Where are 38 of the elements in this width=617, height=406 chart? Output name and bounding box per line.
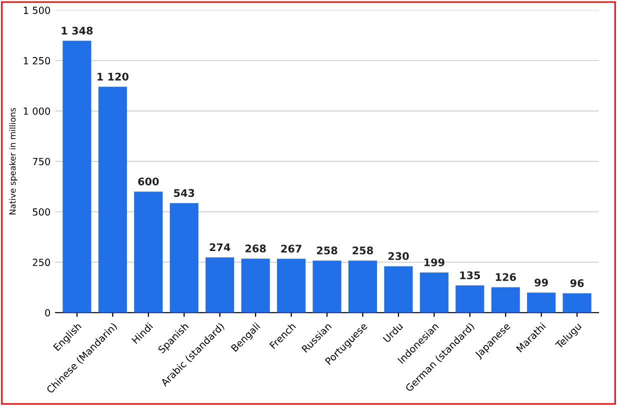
data-label: 96 bbox=[570, 279, 584, 288]
bar bbox=[134, 192, 163, 313]
data-label: 1 348 bbox=[62, 26, 93, 35]
y-axis-title: Native speaker in millions bbox=[9, 108, 18, 214]
data-label: 267 bbox=[281, 244, 302, 253]
bar bbox=[384, 266, 413, 313]
y-tick-label: 500 bbox=[32, 208, 50, 216]
y-tick-label: 1 000 bbox=[24, 107, 50, 115]
data-label: 600 bbox=[138, 178, 159, 186]
y-tick-label: 750 bbox=[32, 158, 50, 166]
data-label: 543 bbox=[174, 189, 194, 197]
bar bbox=[312, 260, 342, 313]
data-label: 99 bbox=[534, 278, 548, 286]
bar bbox=[62, 40, 92, 313]
data-label: 230 bbox=[388, 252, 409, 260]
bar bbox=[277, 258, 306, 313]
y-tick-label: 1 250 bbox=[24, 57, 50, 64]
data-label: 258 bbox=[352, 246, 373, 254]
bar bbox=[562, 293, 592, 313]
data-label: 1 120 bbox=[98, 72, 128, 81]
data-label: 274 bbox=[210, 243, 230, 252]
bar bbox=[527, 292, 556, 313]
bar bbox=[98, 86, 127, 313]
y-tick-label: 1 500 bbox=[24, 6, 50, 14]
bar bbox=[348, 260, 378, 313]
bar bbox=[491, 287, 520, 313]
data-label: 135 bbox=[460, 271, 480, 280]
bar bbox=[206, 257, 234, 313]
data-label: 258 bbox=[316, 246, 338, 254]
bar bbox=[420, 272, 448, 313]
y-tick-label: 0 bbox=[45, 309, 50, 316]
data-label: 199 bbox=[424, 258, 444, 266]
data-label: 268 bbox=[246, 244, 266, 252]
bar bbox=[456, 285, 484, 313]
bar bbox=[241, 258, 270, 313]
data-label: 126 bbox=[496, 273, 516, 282]
bar bbox=[170, 203, 198, 313]
y-tick-label: 250 bbox=[32, 258, 50, 266]
